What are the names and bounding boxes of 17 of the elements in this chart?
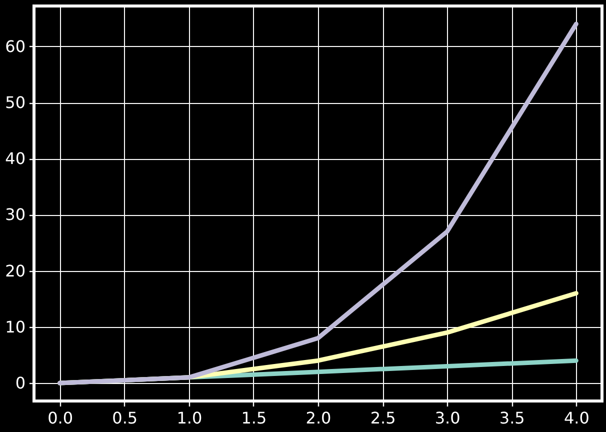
x-tick-label: 1.5	[241, 408, 267, 428]
y-tick-label: 20	[5, 261, 26, 280]
y-tick-label: 0	[15, 374, 26, 393]
x-tick-label: 0.5	[112, 408, 138, 428]
x-tick-label: 3.5	[499, 408, 525, 428]
y-tick-label: 60	[5, 36, 26, 56]
x-tick-label: 1.0	[176, 408, 202, 428]
y-tick-label: 10	[5, 317, 26, 336]
x-tick-label: 2.0	[306, 408, 332, 428]
line-series	[58, 22, 578, 386]
y-tick-label: 30	[5, 205, 26, 224]
y-tick-label: 50	[5, 93, 26, 112]
x-tick-label: 2.5	[370, 408, 396, 428]
y-tick-label: 40	[5, 149, 26, 168]
x-tick-label: 3.0	[434, 408, 460, 428]
x-tick-label: 4.0	[564, 408, 590, 428]
x-tick-label: 0.0	[48, 408, 74, 428]
